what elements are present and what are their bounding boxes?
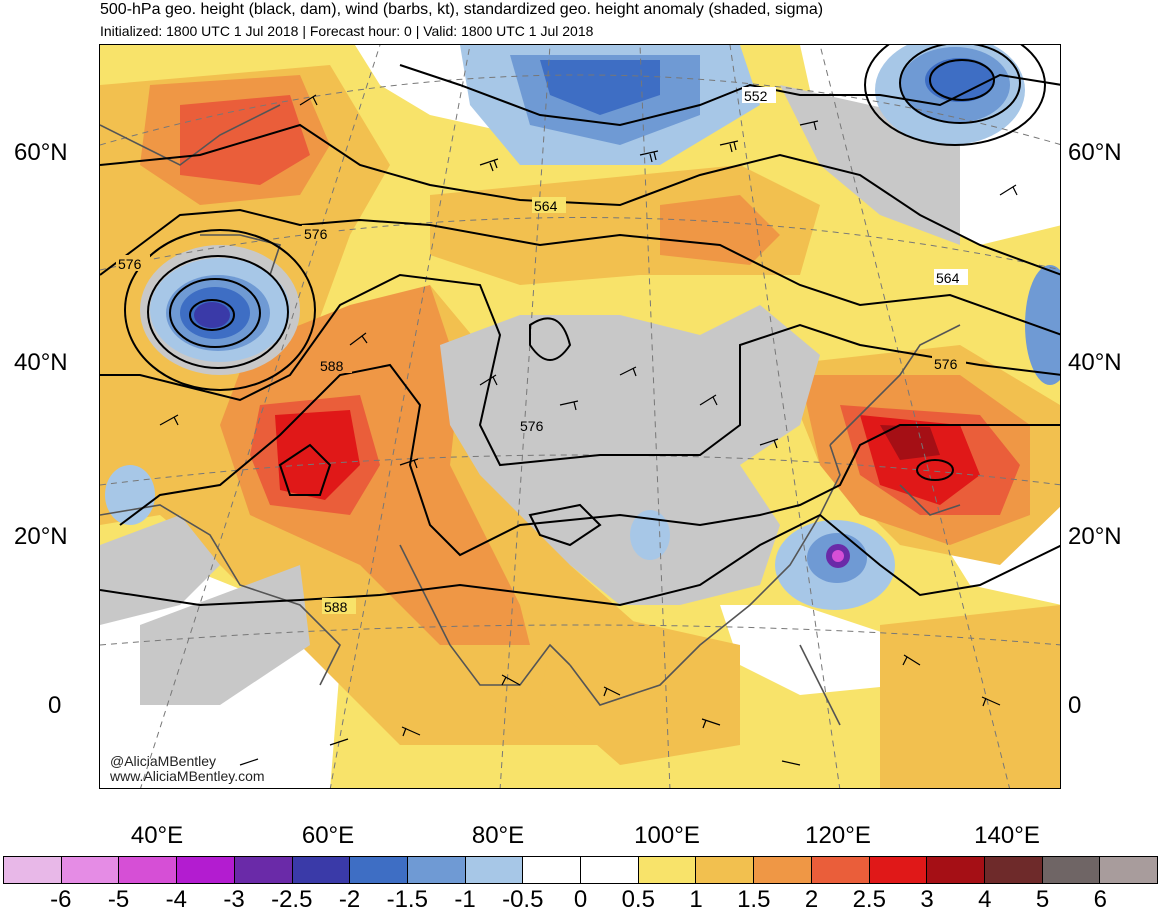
lon-label: 40°E: [130, 822, 184, 849]
contour-label-group: 552 564 576 576 588 576 564 576 588: [116, 87, 968, 615]
colorbar-swatch: [350, 857, 408, 883]
anomaly-4-korea: [880, 425, 940, 460]
colorbar-tick-label: 0: [573, 886, 588, 913]
gray-arabia: [100, 515, 220, 625]
anomaly-neg-east: [1025, 265, 1060, 385]
gray-africa: [140, 565, 310, 705]
lat-label-left: 20°N: [14, 523, 68, 550]
colorbar-tick-label: -1.5: [386, 886, 428, 913]
contour-label-bg: [318, 357, 352, 373]
colorbar-swatch: [119, 857, 178, 883]
colorbar-tick-label: -2: [338, 886, 361, 913]
lon-label: 100°E: [634, 822, 700, 849]
lat-label-left: 60°N: [14, 139, 68, 166]
anomaly-2-siberia: [660, 195, 780, 265]
colorbar-swatch: [61, 857, 120, 883]
contour-label: 552: [744, 88, 768, 104]
colorbar-tick-label: 2.5: [852, 886, 886, 913]
colorbar-tick-label: 4: [978, 886, 992, 913]
colorbar-tick-label: -3: [223, 886, 245, 913]
colorbar-tick-label: 5: [1035, 886, 1050, 913]
anomaly-1-indochina: [540, 605, 740, 765]
colorbar-swatch: [696, 857, 755, 883]
colorbar-swatch: [1100, 857, 1158, 883]
colorbar-tick-label: -6: [50, 886, 72, 913]
colorbar-tick-label: 6: [1093, 886, 1107, 913]
contour-label: 588: [320, 358, 344, 374]
colorbar-tick-label: -2.5: [271, 886, 313, 913]
lat-label-left: 40°N: [14, 349, 68, 376]
colorbar-swatch: [754, 857, 812, 883]
contour-label-bg: [742, 87, 776, 103]
contour-label: 576: [118, 256, 142, 272]
colorbar-tick-label: -0.5: [502, 886, 544, 913]
map-canvas: 552 564 576 576 588 576 564 576 588: [100, 45, 1060, 788]
lat-label-right: 20°N: [1068, 523, 1122, 550]
anomaly-25-scandinavia: [180, 95, 310, 185]
contour-label-bg: [302, 225, 336, 241]
colorbar-swatch: [869, 857, 928, 883]
anomaly-3-iran: [275, 410, 360, 500]
colorbar-swatch: [1042, 857, 1101, 883]
lon-label: 60°E: [301, 822, 355, 849]
colorbar-tick-label: -5: [107, 886, 130, 913]
colorbar-tick-label: -4: [165, 886, 187, 913]
contour-label-bg: [518, 417, 552, 433]
wind-barbs: [159, 94, 1018, 766]
colorbar-tick-label: 1: [689, 886, 703, 913]
colorbar-swatch: [465, 857, 524, 883]
colorbar-tick-label: 1.5: [737, 886, 771, 913]
lat-label-right: 40°N: [1068, 349, 1122, 376]
credit-website: www.AliciaMBentley.com: [110, 768, 265, 784]
colorbar-swatch: [581, 857, 639, 883]
colorbar-swatch: [234, 857, 293, 883]
graticule: [100, 45, 1060, 788]
contour-label-bg: [322, 598, 356, 614]
colorbar-swatch: [638, 857, 697, 883]
colorbar-swatch: [4, 857, 62, 883]
anomaly-neg2-okhotsk: [925, 58, 995, 102]
anomaly-1-pacific: [880, 605, 1060, 788]
lat-label-left: 0: [48, 692, 62, 719]
anomaly-neg5-typhoon: [832, 550, 844, 562]
lat-label-right: 0: [1068, 692, 1082, 719]
contour-label-bg: [116, 255, 150, 271]
colorbar-tick-label: 2: [804, 886, 819, 913]
colorbar-swatch: [177, 857, 235, 883]
height-contours: [100, 45, 1060, 607]
colorbar-swatch: [927, 857, 985, 883]
map-panel: 552 564 576 576 588 576 564 576 588: [99, 44, 1061, 789]
contour-label-bg: [932, 355, 966, 371]
lon-label: 120°E: [805, 822, 871, 849]
lat-label-right: 60°N: [1068, 139, 1122, 166]
credit-handle: @AliciaMBentley: [110, 753, 217, 769]
contour-label: 576: [520, 418, 544, 434]
contour-label-bg: [532, 197, 566, 213]
colorbar-swatch: [292, 857, 351, 883]
contour-label: 564: [936, 270, 960, 286]
lon-label: 80°E: [471, 822, 525, 849]
colorbar-tick-label: 3: [920, 886, 934, 913]
contour-label: 576: [934, 356, 958, 372]
contour-label: 576: [304, 226, 328, 242]
contour-label: 588: [324, 599, 348, 615]
colorbar-swatch: [811, 857, 870, 883]
lon-label: 140°E: [974, 822, 1040, 849]
anomaly-neg2-north: [540, 60, 660, 115]
anomaly-neg-arabia: [105, 465, 155, 525]
colorbar-swatch: [523, 857, 582, 883]
colorbar: [3, 856, 1158, 884]
colorbar-tick-label: 0.5: [621, 886, 655, 913]
colorbar-tick-label: -1: [454, 886, 476, 913]
map-subtitle: Initialized: 1800 UTC 1 Jul 2018 | Forec…: [100, 23, 594, 39]
colorbar-swatch: [407, 857, 466, 883]
contour-label-bg: [934, 269, 968, 285]
map-title: 500-hPa geo. height (black, dam), wind (…: [100, 1, 824, 18]
anomaly-neg25-caspian: [194, 302, 230, 328]
contour-label: 564: [534, 198, 558, 214]
colorbar-swatch: [984, 857, 1043, 883]
